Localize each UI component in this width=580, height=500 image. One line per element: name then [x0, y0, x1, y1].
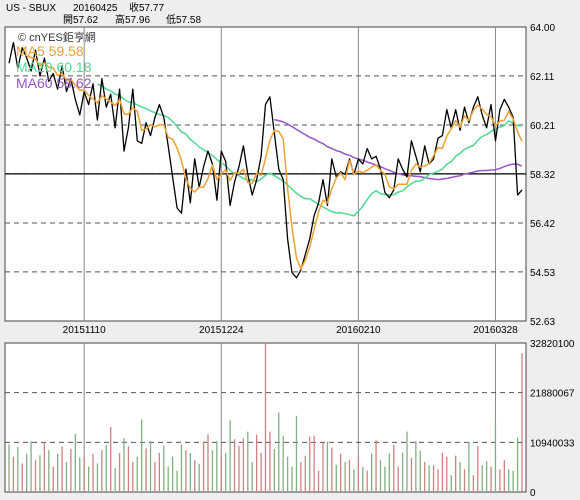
volume-y-tick-label: 0: [530, 488, 536, 499]
price-y-tick-label: 62.11: [530, 72, 555, 83]
price-y-tick-label: 54.53: [530, 268, 555, 279]
low-label: 低57.58: [166, 13, 201, 26]
x-tick-label: 20151110: [63, 325, 106, 336]
date-label: 20160425: [73, 3, 118, 14]
watermark: © cnYES鉅亨網: [18, 30, 96, 44]
volume-bars: [8, 343, 523, 492]
ma20-line: [97, 83, 522, 217]
ma5-line: [26, 55, 523, 270]
volume-y-tick-label: 21880067: [530, 389, 575, 400]
price-y-tick-label: 64.00: [530, 23, 555, 34]
price-y-ticks: 64.00 62.11 60.21 58.32 56.42 54.53 52.63: [530, 23, 555, 328]
legend-ma5: MA5 59.58: [16, 43, 84, 59]
price-y-tick-label: 58.32: [530, 170, 555, 181]
volume-y-tick-label: 32820100: [530, 339, 575, 350]
high-label: 高57.96: [115, 13, 150, 26]
volume-y-ticks: 32820100 21880067 10940033 0: [530, 339, 575, 499]
open-label: 開57.62: [63, 14, 98, 26]
symbol-label: US - SBUX: [6, 3, 56, 14]
legend-ma20: MA20 60.18: [16, 59, 92, 75]
price-y-tick-label: 52.63: [530, 317, 555, 328]
price-lines: [8, 41, 523, 279]
x-tick-label: 20160210: [336, 325, 381, 336]
x-tick-label: 20151224: [199, 325, 244, 336]
close-label: 收57.77: [129, 1, 164, 14]
x-ticks: 20151110 20151224 20160210 20160328: [63, 325, 518, 336]
price-y-tick-label: 56.42: [530, 219, 555, 230]
x-tick-label: 20160328: [473, 325, 518, 336]
legend-ma60: MA60 58.62: [16, 75, 92, 91]
volume-y-tick-label: 10940033: [530, 438, 575, 449]
price-line: [8, 41, 523, 279]
price-y-tick-label: 60.21: [530, 121, 555, 132]
ma60-line: [274, 118, 523, 181]
